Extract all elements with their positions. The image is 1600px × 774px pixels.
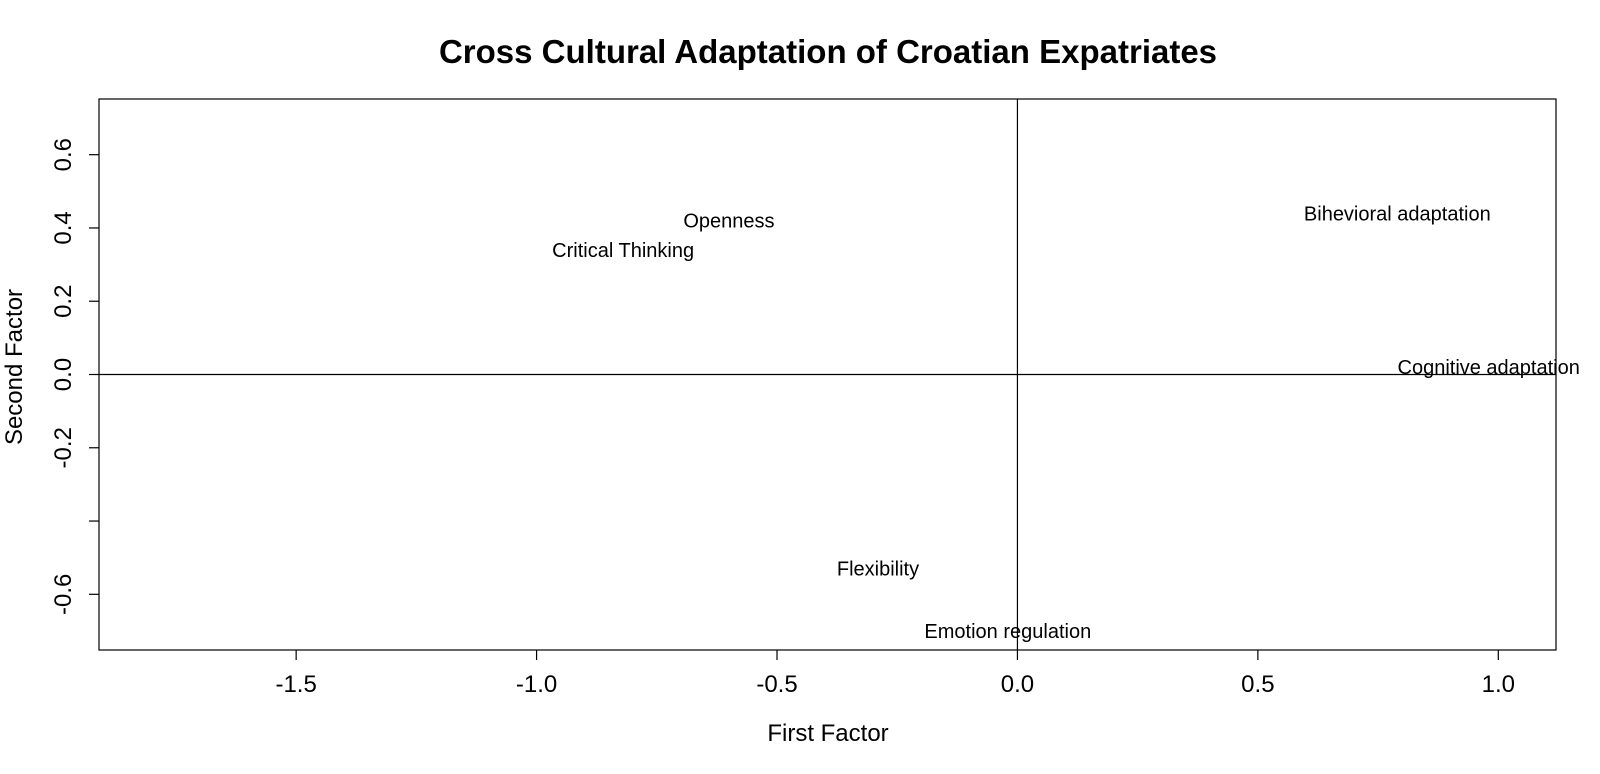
x-tick-label: 1.0 <box>1482 671 1515 698</box>
point-label: Flexibility <box>837 559 919 581</box>
y-tick-label: 0.0 <box>50 358 77 391</box>
x-tick-label: 0.5 <box>1241 671 1274 698</box>
point-label: Openness <box>683 211 774 233</box>
y-tick-label: -0.2 <box>50 427 77 468</box>
chart-title: Cross Cultural Adaptation of Croatian Ex… <box>439 33 1217 70</box>
x-tick-label: 0.0 <box>1001 671 1034 698</box>
y-tick-label: -0.6 <box>50 574 77 615</box>
y-tick-label: 0.2 <box>50 285 77 318</box>
x-tick-label: -1.5 <box>275 671 316 698</box>
x-tick-label: -1.0 <box>516 671 557 698</box>
point-label: Cognitive adaptation <box>1398 357 1580 379</box>
y-tick-label: 0.6 <box>50 138 77 171</box>
y-axis-label: Second Factor <box>1 289 28 445</box>
y-tick-label: 0.4 <box>50 211 77 244</box>
x-tick-label: -0.5 <box>756 671 797 698</box>
point-label: Critical Thinking <box>552 240 694 262</box>
point-label: Emotion regulation <box>924 621 1091 643</box>
x-axis-label: First Factor <box>767 720 888 747</box>
plot-marks: -1.5 -1.0 -0.5 0.0 0.5 1.0 0.6 0.4 0.2 0.0 -0.2 -0.… <box>50 99 1580 698</box>
point-label: Bihevioral adaptation <box>1304 203 1491 225</box>
